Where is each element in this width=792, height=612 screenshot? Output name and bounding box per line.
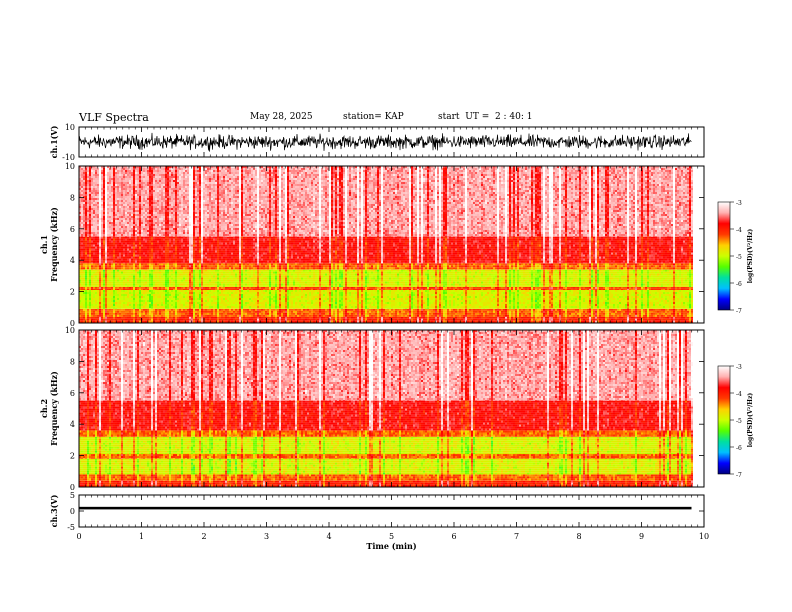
x-tick-label: 8 xyxy=(576,532,581,541)
ch1-spectrogram-colorbar-tick-label: -7 xyxy=(736,308,742,315)
ch1-spectrogram-ytick-label: 8 xyxy=(70,193,75,202)
x-tick-label: 10 xyxy=(699,532,709,541)
ch2-spectrogram-ytick-label: 2 xyxy=(70,452,75,461)
ch2-spectrogram-ylabel: Frequency (kHz) xyxy=(49,371,59,446)
ch1-waveform-ylabel: ch.1(V) xyxy=(49,125,59,158)
ch3-waveform-ylabel: ch.3(V) xyxy=(49,494,59,527)
ch2-spectrogram-ytick-label: 10 xyxy=(65,326,75,335)
ch1-waveform-ytick-label: -10 xyxy=(62,153,75,162)
ch2-spectrogram-colorbar-tick-label: -4 xyxy=(736,391,742,398)
ch2-spectrogram-colorbar-tick-label: -7 xyxy=(736,472,742,479)
ch1-spectrogram-colorbar-tick-label: -5 xyxy=(736,254,742,261)
ch2-spectrogram-colorbar-tick-label: -5 xyxy=(736,418,742,425)
ch1-spectrogram-ytick-label: 6 xyxy=(70,225,75,234)
ch1-spectrogram-colorbar xyxy=(718,202,730,310)
x-tick-label: 7 xyxy=(514,532,519,541)
ch1-spectrogram-heatmap xyxy=(79,166,693,323)
ch1-waveform-line xyxy=(79,133,692,152)
ch1-spectrogram-colorbar-tick-label: -4 xyxy=(736,227,742,234)
vlf-figure: 10-10ch.1(V)0246810ch.1 Frequency (kHz)-3… xyxy=(0,0,792,612)
ch1-waveform-ytick-label: 10 xyxy=(65,123,75,132)
ch1-spectrogram-ytick-label: 10 xyxy=(65,162,75,171)
ch2-spectrogram-colorbar-tick-label: -6 xyxy=(736,445,742,452)
ch2-spectrogram-colorbar xyxy=(718,366,730,474)
ch2-spectrogram-heatmap xyxy=(79,330,693,487)
ch3-waveform-ytick-label: 0 xyxy=(70,507,75,516)
ch1-spectrogram-ylabel: ch.1 xyxy=(39,235,49,254)
ch1-spectrogram-ytick-label: 4 xyxy=(70,256,75,265)
ch2-spectrogram-ylabel: ch.2 xyxy=(39,399,49,418)
x-tick-label: 0 xyxy=(76,532,81,541)
ch1-spectrogram-ylabel: Frequency (kHz) xyxy=(49,207,59,282)
x-tick-label: 6 xyxy=(451,532,456,541)
x-tick-label: 1 xyxy=(139,532,144,541)
ch2-spectrogram-ytick-label: 4 xyxy=(70,420,75,429)
x-tick-label: 9 xyxy=(639,532,644,541)
ch1-spectrogram-colorbar-tick-label: -3 xyxy=(736,200,742,207)
ch1-spectrogram-colorbar-tick-label: -6 xyxy=(736,281,742,288)
ch1-spectrogram-colorbar-label: log(PSD)(V²/Hz) xyxy=(747,229,754,284)
ch3-waveform-band xyxy=(79,507,692,510)
x-axis-label: Time (min) xyxy=(366,541,416,551)
x-tick-label: 5 xyxy=(389,532,394,541)
x-tick-label: 4 xyxy=(326,532,331,541)
x-tick-label: 2 xyxy=(201,532,206,541)
ch1-spectrogram-ytick-label: 2 xyxy=(70,288,75,297)
x-tick-label: 3 xyxy=(264,532,269,541)
ch3-waveform-ytick-label: 5 xyxy=(70,491,75,500)
ch2-spectrogram-colorbar-tick-label: -3 xyxy=(736,364,742,371)
ch2-spectrogram-ytick-label: 6 xyxy=(70,389,75,398)
ch3-waveform-ytick-label: -5 xyxy=(67,523,75,532)
ch2-spectrogram-ytick-label: 8 xyxy=(70,357,75,366)
ch2-spectrogram-colorbar-label: log(PSD)(V²/Hz) xyxy=(747,393,754,448)
